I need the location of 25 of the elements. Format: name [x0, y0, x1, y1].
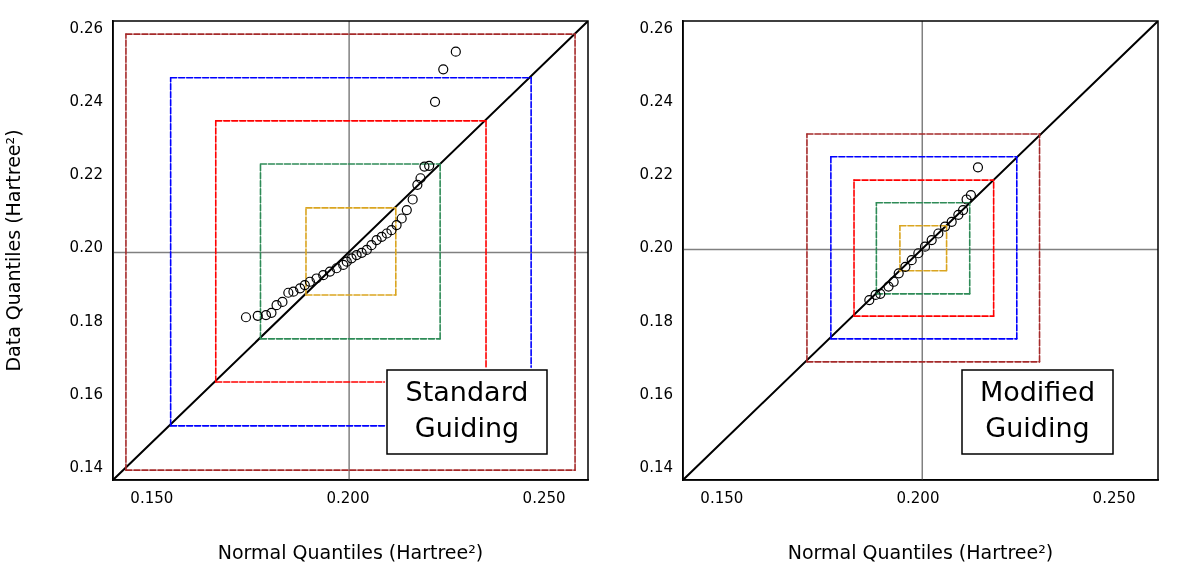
y-tick-label: 0.16 [639, 384, 673, 403]
x-axis-title: Normal Quantiles (Hartree²) [787, 540, 1054, 563]
y-axis-title: Data Quantiles (Hartree²) [2, 129, 25, 372]
x-tick-label: 0.250 [1092, 488, 1136, 507]
y-tick-label: 0.14 [69, 457, 103, 476]
x-tick-label: 0.200 [896, 488, 940, 507]
y-tick-label: 0.22 [639, 165, 673, 184]
y-tick-label: 0.16 [69, 384, 103, 403]
x-tick-label: 0.250 [522, 488, 566, 507]
y-tick-label: 0.26 [69, 18, 103, 37]
y-tick-label: 0.22 [69, 165, 103, 184]
y-tick-label: 0.24 [69, 92, 103, 111]
annotation: Modified Guiding [979, 376, 1096, 444]
x-axis-title: Normal Quantiles (Hartree²) [217, 540, 484, 563]
y-tick-label: 0.18 [639, 311, 673, 330]
y-tick-label: 0.20 [639, 238, 673, 257]
y-tick-label: 0.20 [69, 238, 103, 257]
y-tick-label: 0.24 [639, 92, 673, 111]
annotation: Standard Guiding [405, 376, 529, 444]
x-tick-label: 0.150 [700, 488, 744, 507]
y-tick-label: 0.14 [639, 457, 673, 476]
y-tick-label: 0.26 [639, 18, 673, 37]
x-tick-label: 0.150 [130, 488, 174, 507]
x-tick-label: 0.200 [326, 488, 370, 507]
y-tick-label: 0.18 [69, 311, 103, 330]
